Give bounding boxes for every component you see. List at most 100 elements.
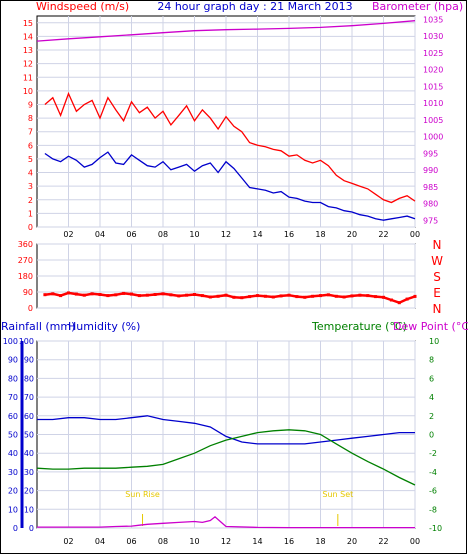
wind-time-tick: 04 xyxy=(95,230,105,239)
sun-annotations: Sun Rise Sun Set xyxy=(125,490,353,526)
barometer-line xyxy=(36,20,416,42)
windspeed-tick: 6 xyxy=(28,141,33,150)
dewpoint-axis-label: Dew Point (°C) xyxy=(393,320,468,333)
windspeed-tick: 14 xyxy=(23,32,33,41)
barometer-tick: 985 xyxy=(423,183,438,192)
rain-time-tick-labels: 02 04 06 08 10 12 14 16 18 20 22 00 xyxy=(63,537,420,546)
temperature-tick: -4 xyxy=(429,468,437,477)
temperature-tick: 6 xyxy=(429,374,434,383)
humidity-tick-labels: 0 10 20 30 40 50 60 70 80 90 100 xyxy=(19,337,34,533)
direction-tick-labels: 360 270 180 90 0 xyxy=(18,240,33,313)
wind-time-tick: 06 xyxy=(126,230,136,239)
direction-line xyxy=(44,291,416,305)
humidity-tick: 20 xyxy=(24,487,34,496)
windspeed-axis-label: Windspeed (m/s) xyxy=(36,0,129,13)
wind-time-tick: 20 xyxy=(347,230,357,239)
barometer-tick: 1000 xyxy=(423,133,443,142)
temperature-tick: -6 xyxy=(429,487,437,496)
windspeed-tick: 3 xyxy=(28,182,33,191)
barometer-tick: 1015 xyxy=(423,82,443,91)
windspeed-tick: 7 xyxy=(28,128,33,137)
wind-time-tick: 12 xyxy=(221,230,231,239)
barometer-tick: 1035 xyxy=(423,15,443,24)
rain-time-tick: 18 xyxy=(315,537,325,546)
humidity-tick: 0 xyxy=(29,524,34,533)
humidity-tick: 60 xyxy=(24,412,34,421)
temperature-tick: 0 xyxy=(429,431,434,440)
rainfall-tick: 50 xyxy=(8,431,18,440)
direction-tick: 360 xyxy=(18,240,33,249)
direction-tick: 180 xyxy=(18,272,33,281)
barometer-tick: 1020 xyxy=(423,66,443,75)
rain-time-tick: 06 xyxy=(126,537,136,546)
temperature-tick: 2 xyxy=(429,412,434,421)
compass-letter: N xyxy=(433,302,442,316)
rainfall-tick: 70 xyxy=(8,393,18,402)
wind-barometer-panel: Windspeed (m/s) 24 hour graph day : 21 M… xyxy=(23,0,463,239)
temperature-axis-label: Temperature (°C) xyxy=(311,320,407,333)
barometer-tick: 990 xyxy=(423,166,438,175)
windspeed-tick: 11 xyxy=(23,73,33,82)
wind-time-tick: 02 xyxy=(63,230,73,239)
wind-time-tick: 22 xyxy=(378,230,388,239)
rain-time-tick: 10 xyxy=(189,537,199,546)
humidity-tick: 10 xyxy=(24,505,34,514)
barometer-tick: 980 xyxy=(423,200,438,209)
wind-series xyxy=(36,20,416,221)
temperature-tick: 10 xyxy=(429,337,439,346)
humidity-tick: 40 xyxy=(24,449,34,458)
rain-series xyxy=(36,415,416,529)
rain-time-tick: 08 xyxy=(158,537,168,546)
barometer-tick-labels: 975 980 985 990 995 1000 1005 1010 1015 1020 1025 1… xyxy=(423,15,443,225)
rainfall-tick: 40 xyxy=(8,449,18,458)
humidity-axis-label: Humidity (%) xyxy=(68,320,140,333)
temperature-line xyxy=(36,429,416,486)
sun-annotation-label: Sun Set xyxy=(322,490,353,499)
humidity-tick: 30 xyxy=(24,468,34,477)
rainfall-axis-label: Rainfall (mm) xyxy=(1,320,75,333)
rainfall-line xyxy=(37,515,415,529)
temperature-tick: 4 xyxy=(429,393,434,402)
direction-grid xyxy=(37,243,416,309)
rainfall-tick: 10 xyxy=(8,505,18,514)
rain-time-tick: 00 xyxy=(410,537,420,546)
direction-tick: 270 xyxy=(18,256,33,265)
average-line xyxy=(44,151,416,221)
rainfall-tick: 90 xyxy=(8,356,18,365)
temperature-tick: -8 xyxy=(429,505,437,514)
temperature-tick: 8 xyxy=(429,356,434,365)
humidity-tick: 50 xyxy=(24,431,34,440)
humidity-tick: 100 xyxy=(19,337,34,346)
barometer-tick: 1025 xyxy=(423,49,443,58)
rain-time-tick: 12 xyxy=(221,537,231,546)
rain-time-tick: 22 xyxy=(378,537,388,546)
windspeed-tick: 2 xyxy=(28,196,33,205)
rain-time-tick: 14 xyxy=(252,537,262,546)
temperature-tick: -2 xyxy=(429,449,437,458)
barometer-tick: 1030 xyxy=(423,32,443,41)
windspeed-tick: 15 xyxy=(23,19,33,28)
rain-time-tick: 20 xyxy=(347,537,357,546)
rainfall-tick: 100 xyxy=(3,337,18,346)
windspeed-tick: 1 xyxy=(28,209,33,218)
humidity-tick: 90 xyxy=(24,356,34,365)
graph-title: 24 hour graph day : 21 March 2013 xyxy=(157,0,352,13)
barometer-tick: 1005 xyxy=(423,116,443,125)
windspeed-tick: 10 xyxy=(23,87,33,96)
direction-tick: 0 xyxy=(28,304,33,313)
humidity-tick: 80 xyxy=(24,374,34,383)
barometer-tick: 1010 xyxy=(423,99,443,108)
wind-time-tick: 18 xyxy=(315,230,325,239)
wind-time-tick-labels: 02 04 06 08 10 12 14 16 18 20 22 00 xyxy=(63,230,420,239)
barometer-tick: 975 xyxy=(423,216,438,225)
windspeed-tick: 8 xyxy=(28,114,33,123)
wind-time-tick: 16 xyxy=(284,230,294,239)
windspeed-tick: 12 xyxy=(23,60,33,69)
rain-time-tick: 02 xyxy=(63,537,73,546)
sun-annotation-label: Sun Rise xyxy=(125,490,160,499)
direction-series xyxy=(43,291,417,305)
temperature-tick-labels: -10 -8 -6 -4 -2 0 2 4 6 8 10 xyxy=(429,337,442,533)
rain-humidity-temperature-panel: Rainfall (mm) Humidity (%) Temperature (… xyxy=(1,320,468,546)
